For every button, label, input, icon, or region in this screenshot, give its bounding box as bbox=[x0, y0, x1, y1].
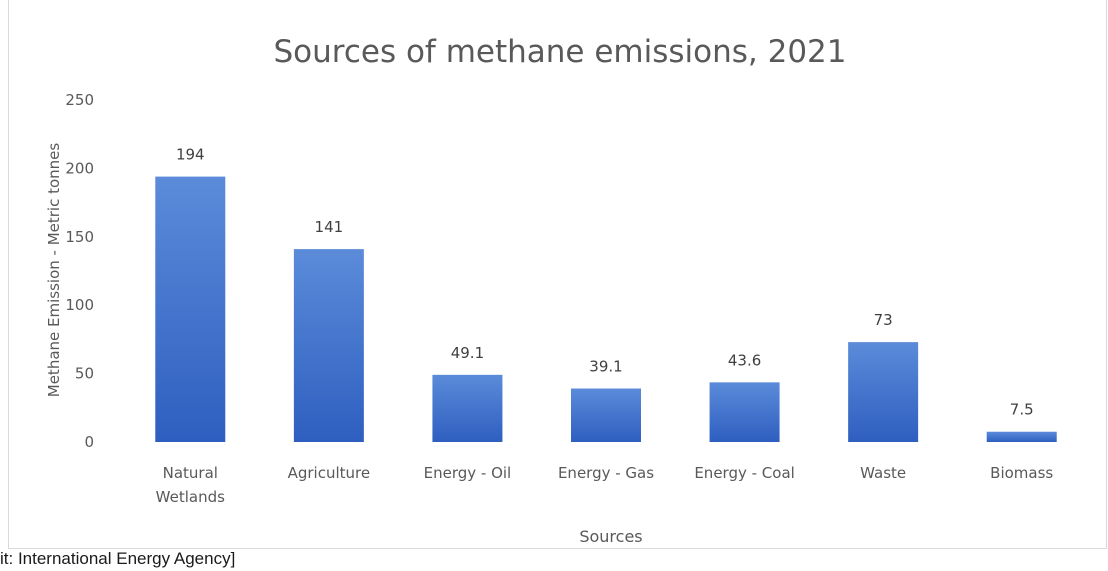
data-label: 39.1 bbox=[589, 358, 622, 376]
y-tick-label: 50 bbox=[75, 365, 94, 383]
data-label: 7.5 bbox=[1010, 401, 1034, 419]
x-tick-label: Biomass bbox=[990, 464, 1053, 482]
x-tick-label: Natural bbox=[163, 464, 218, 482]
y-tick-label: 150 bbox=[65, 228, 94, 246]
x-axis-label: Sources bbox=[579, 527, 642, 546]
credit-text: it: International Energy Agency] bbox=[0, 549, 236, 568]
bar bbox=[709, 382, 780, 442]
x-tick-label: Wetlands bbox=[156, 488, 225, 506]
y-tick-label: 250 bbox=[65, 91, 94, 109]
bar bbox=[986, 431, 1057, 442]
data-label: 73 bbox=[874, 311, 893, 329]
bars bbox=[155, 176, 1057, 442]
y-tick-label: 100 bbox=[65, 296, 94, 314]
y-tick-label: 0 bbox=[84, 433, 94, 451]
bar bbox=[293, 249, 364, 442]
y-axis-ticks: 0 50 100 150 200 250 bbox=[65, 91, 94, 451]
data-labels: 194 141 49.1 39.1 43.6 73 7.5 bbox=[176, 146, 1034, 419]
x-tick-label: Energy - Gas bbox=[558, 464, 654, 482]
bar-chart: Sources of methane emissions, 2021 Metha… bbox=[45, 34, 1057, 546]
data-label: 43.6 bbox=[728, 351, 761, 369]
bar bbox=[432, 374, 503, 442]
x-tick-label: Energy - Coal bbox=[694, 464, 794, 482]
data-label: 194 bbox=[176, 146, 205, 164]
y-axis-label: Methane Emission - Metric tonnes bbox=[45, 143, 63, 398]
bar bbox=[848, 342, 919, 442]
x-tick-label: Energy - Oil bbox=[424, 464, 512, 482]
chart-title: Sources of methane emissions, 2021 bbox=[273, 34, 846, 70]
x-tick-label: Waste bbox=[860, 464, 906, 482]
x-tick-label: Agriculture bbox=[288, 464, 371, 482]
x-axis-ticks: Natural Wetlands Agriculture Energy - Oil En… bbox=[156, 464, 1054, 506]
data-label: 141 bbox=[315, 218, 344, 236]
bar bbox=[571, 388, 641, 442]
data-label: 49.1 bbox=[451, 344, 484, 362]
bar bbox=[155, 176, 226, 442]
y-tick-label: 200 bbox=[65, 159, 94, 177]
chart-frame: Sources of methane emissions, 2021 Metha… bbox=[8, 0, 1107, 549]
